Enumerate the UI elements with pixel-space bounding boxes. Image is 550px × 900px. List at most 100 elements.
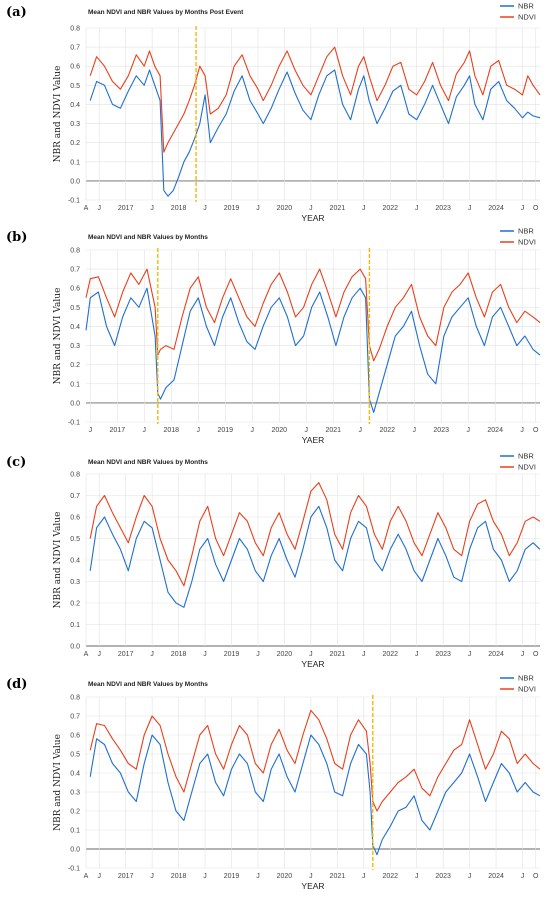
x-tick-label: 2020 xyxy=(277,873,293,880)
x-tick-label: 2019 xyxy=(224,205,240,212)
y-tick-label: 0.2 xyxy=(70,140,80,147)
y-tick-label: 0.1 xyxy=(70,381,80,388)
y-tick-label: 0.5 xyxy=(70,83,80,90)
y-tick-label: 0.5 xyxy=(70,752,80,759)
y-tick-label: 0.4 xyxy=(70,102,80,109)
x-tick-label: J xyxy=(415,873,419,880)
y-tick-label: 0.0 xyxy=(70,847,80,854)
y-tick-label: 0.3 xyxy=(70,121,80,128)
x-tick-label: 2020 xyxy=(277,651,293,658)
x-tick-label: J xyxy=(203,651,207,658)
x-tick-label: O xyxy=(533,205,539,212)
y-tick-label: 0.4 xyxy=(70,324,80,331)
chart-panel-4: (d) Mean NDVI and NBR Values by Months -0.… xyxy=(6,674,541,891)
series-line-ndvi xyxy=(89,709,541,812)
x-tick-label: 2021 xyxy=(330,205,346,212)
y-tick-label: 0.3 xyxy=(70,343,80,350)
x-tick-label: J xyxy=(521,651,525,658)
x-tick-label: O xyxy=(533,873,539,880)
y-tick-label: 0.2 xyxy=(70,362,80,369)
y-axis-label: NBR and NDVI Value xyxy=(53,66,63,163)
chart-title: Mean NDVI and NBR Values by Months Post … xyxy=(88,9,244,16)
series-line-nbr xyxy=(89,69,541,197)
y-tick-label: 0.7 xyxy=(70,714,80,721)
x-tick-label: 2019 xyxy=(224,873,240,880)
legend-label-ndvi: NDVI xyxy=(518,685,536,694)
x-tick-label: 2018 xyxy=(171,873,187,880)
x-tick-label: J xyxy=(468,651,472,658)
x-tick-label: 2017 xyxy=(118,873,134,880)
x-tick-label: J xyxy=(203,205,207,212)
legend-label-nbr: NBR xyxy=(518,2,534,11)
y-tick-label: 0.6 xyxy=(70,286,80,293)
y-tick-label: -0.1 xyxy=(68,198,80,205)
y-tick-label: 0.8 xyxy=(70,472,80,479)
y-tick-label: 0.7 xyxy=(70,267,80,274)
x-tick-label: J xyxy=(415,651,419,658)
x-tick-label: J xyxy=(97,205,101,212)
series-line-nbr xyxy=(89,505,541,608)
x-tick-label: 2021 xyxy=(325,427,341,434)
y-tick-label: 0.0 xyxy=(70,178,80,185)
x-tick-label: 2019 xyxy=(224,651,240,658)
x-tick-label: J xyxy=(309,205,313,212)
y-tick-label: 0.6 xyxy=(70,515,80,522)
x-tick-label: 2021 xyxy=(330,873,346,880)
x-tick-label: 2017 xyxy=(118,205,134,212)
x-tick-label: 2024 xyxy=(488,205,504,212)
x-tick-label: J xyxy=(89,427,93,434)
x-tick-label: J xyxy=(150,651,154,658)
y-tick-label: 0.4 xyxy=(70,771,80,778)
x-tick-label: J xyxy=(97,651,101,658)
y-axis-label: NBR and NDVI Value xyxy=(53,734,63,831)
legend-label-nbr: NBR xyxy=(518,227,534,236)
series-line-ndvi xyxy=(85,268,541,362)
x-axis-label: YEAR xyxy=(301,881,324,891)
x-tick-label: J xyxy=(256,205,260,212)
y-tick-label: 0.2 xyxy=(70,809,80,816)
y-axis-label: NBR and NDVI Value xyxy=(53,288,63,385)
y-tick-label: 0.7 xyxy=(70,45,80,52)
chart-panel-2: (b) Mean NDVI and NBR Values by Months -0.… xyxy=(6,227,541,445)
y-tick-label: 0.4 xyxy=(70,558,80,565)
y-tick-label: 0.8 xyxy=(70,248,80,255)
y-tick-label: 0.0 xyxy=(70,400,80,407)
series-line-nbr xyxy=(85,287,541,413)
legend-label-ndvi: NDVI xyxy=(518,463,536,472)
x-tick-label: J xyxy=(305,427,309,434)
chart-title: Mean NDVI and NBR Values by Months xyxy=(88,234,208,241)
x-tick-label: 2018 xyxy=(164,427,180,434)
legend-label-nbr: NBR xyxy=(518,674,534,683)
y-tick-label: 0.8 xyxy=(70,695,80,702)
series-line-ndvi xyxy=(89,46,541,153)
x-tick-label: 2017 xyxy=(118,651,134,658)
legend-label-nbr: NBR xyxy=(518,452,534,461)
x-tick-label: 2020 xyxy=(277,205,293,212)
y-tick-label: 0.8 xyxy=(70,26,80,33)
y-tick-label: 0.7 xyxy=(70,493,80,500)
x-tick-label: J xyxy=(143,427,147,434)
panel-label: (d) xyxy=(6,677,27,692)
x-tick-label: J xyxy=(309,873,313,880)
x-tick-label: 2024 xyxy=(488,873,504,880)
x-tick-label: 2021 xyxy=(330,651,346,658)
x-tick-label: J xyxy=(150,205,154,212)
y-tick-label: 0.5 xyxy=(70,305,80,312)
x-tick-label: J xyxy=(256,651,260,658)
legend-label-ndvi: NDVI xyxy=(518,238,536,247)
x-tick-label: 2023 xyxy=(435,651,451,658)
y-tick-label: 0.3 xyxy=(70,790,80,797)
x-tick-label: 2022 xyxy=(382,651,398,658)
x-tick-label: A xyxy=(84,873,89,880)
y-tick-label: 0.6 xyxy=(70,64,80,71)
x-tick-label: 2019 xyxy=(217,427,233,434)
x-tick-label: 2024 xyxy=(487,427,503,434)
x-tick-label: J xyxy=(362,651,366,658)
x-tick-label: 2022 xyxy=(382,873,398,880)
x-tick-label: J xyxy=(362,873,366,880)
y-tick-label: 0.6 xyxy=(70,733,80,740)
x-tick-label: J xyxy=(466,427,470,434)
y-tick-label: 0.1 xyxy=(70,159,80,166)
x-tick-label: J xyxy=(197,427,201,434)
